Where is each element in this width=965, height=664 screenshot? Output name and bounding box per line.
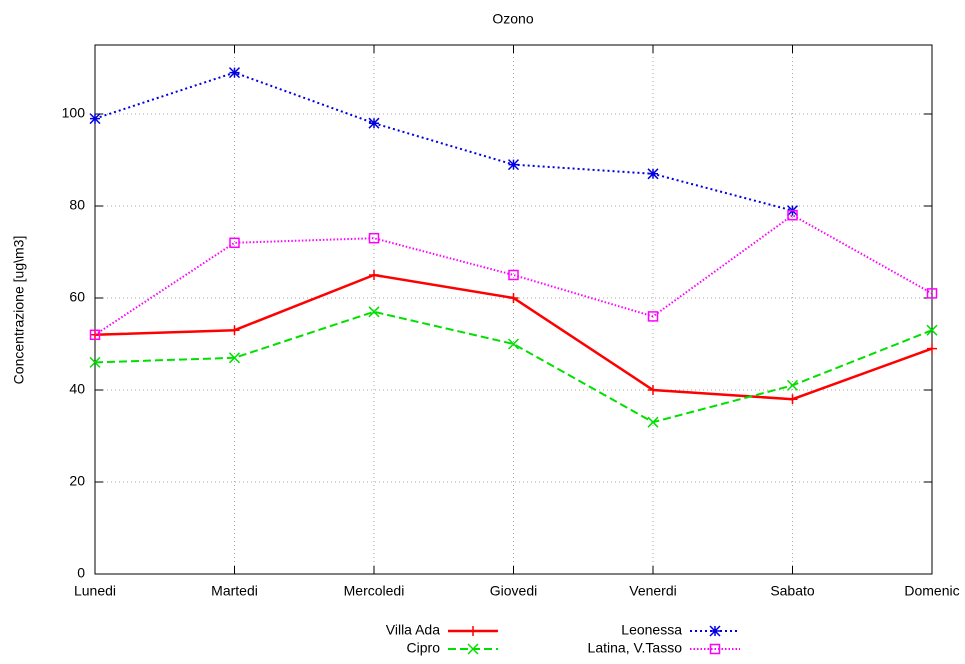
legend-label: Leonessa bbox=[621, 622, 682, 638]
marker bbox=[228, 67, 241, 79]
legend-label: Villa Ada bbox=[386, 622, 440, 638]
marker bbox=[368, 306, 380, 318]
marker bbox=[926, 288, 938, 299]
y-tick-label: 20 bbox=[69, 473, 85, 489]
marker bbox=[368, 232, 380, 244]
marker bbox=[507, 338, 520, 350]
marker bbox=[507, 159, 520, 171]
x-tick-label: Sabato bbox=[770, 583, 815, 599]
marker bbox=[229, 325, 240, 336]
marker bbox=[648, 385, 658, 395]
series bbox=[89, 67, 799, 217]
x-tick-label: Martedi bbox=[211, 583, 258, 599]
legend-label: Cipro bbox=[407, 640, 441, 656]
x-tick-label: Lunedi bbox=[74, 583, 116, 599]
marker bbox=[787, 209, 798, 221]
marker bbox=[508, 293, 519, 303]
y-tick-label: 80 bbox=[69, 197, 85, 213]
marker bbox=[647, 168, 659, 180]
marker bbox=[369, 270, 379, 280]
marker bbox=[786, 379, 799, 391]
marker bbox=[709, 643, 721, 655]
x-tick-label: Domenic bbox=[904, 583, 959, 599]
chart-title: Ozono bbox=[492, 11, 533, 27]
marker bbox=[647, 416, 659, 428]
marker bbox=[787, 394, 798, 405]
marker bbox=[467, 643, 479, 655]
marker bbox=[508, 269, 519, 281]
y-tick-label: 40 bbox=[69, 381, 85, 397]
marker bbox=[89, 329, 101, 341]
series bbox=[89, 306, 938, 428]
marker bbox=[229, 237, 240, 249]
series bbox=[90, 270, 937, 405]
x-tick-label: Mercoledi bbox=[344, 583, 405, 599]
marker bbox=[368, 117, 380, 129]
y-tick-label: 100 bbox=[62, 105, 86, 121]
marker bbox=[228, 352, 241, 364]
y-tick-label: 60 bbox=[69, 289, 85, 305]
series bbox=[89, 209, 938, 341]
marker bbox=[89, 113, 101, 125]
plot-border bbox=[94, 44, 933, 575]
x-tick-label: Venerdi bbox=[629, 583, 676, 599]
legend-label: Latina, V.Tasso bbox=[588, 640, 683, 656]
marker bbox=[926, 324, 938, 336]
marker bbox=[927, 343, 937, 354]
marker bbox=[709, 625, 721, 637]
x-tick-label: Giovedi bbox=[490, 583, 537, 599]
y-axis-label: Concentrazione [ug\m3] bbox=[11, 236, 27, 385]
marker bbox=[647, 311, 659, 322]
series-line bbox=[94, 71, 793, 212]
y-tick-label: 0 bbox=[77, 565, 85, 581]
marker bbox=[468, 626, 478, 636]
marker bbox=[89, 356, 101, 368]
